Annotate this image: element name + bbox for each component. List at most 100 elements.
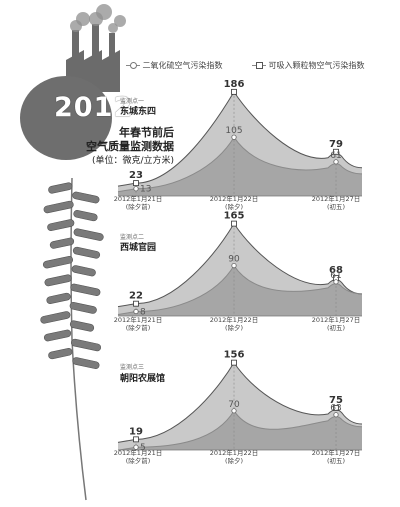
chart-panel-1: 231318610579612012年1月21日(除夕前)2012年1月22日(… (114, 79, 363, 211)
legend-line-circle-icon (126, 62, 140, 69)
pm-point (333, 405, 339, 411)
so2-point (231, 408, 237, 414)
x-tick-label: 2012年1月22日(除夕) (210, 315, 258, 332)
x-tick-label-line: 2012年1月22日 (210, 315, 258, 324)
firecracker (48, 348, 73, 360)
smoke-puff (114, 15, 126, 27)
so2-value-label: 61 (330, 271, 341, 281)
panel-3-title: 朝阳农展馆 (120, 374, 166, 384)
x-tick-label-line: (除夕前) (126, 202, 151, 211)
decoration-layer (20, 4, 126, 501)
x-tick-label: 2012年1月21日(除夕前) (114, 315, 162, 332)
title-line2: 空气质量监测数据 (86, 140, 174, 153)
pm-point (231, 220, 237, 227)
so2-value-label: 70 (228, 400, 240, 410)
firecracker (72, 246, 101, 259)
so2-value-label: 61 (330, 151, 341, 161)
title-line1: 年春节前后 (119, 126, 174, 139)
series-line-pm (117, 222, 363, 308)
legend-item-so2: 二氧化硫空气污染指数 (126, 60, 223, 71)
pm-point (133, 180, 139, 187)
panel-2-label: 监测点二 (120, 234, 145, 241)
x-tick-label-line: 2012年1月21日 (114, 194, 162, 203)
pm-value-label: 79 (329, 139, 343, 150)
x-tick-label-line: 2012年1月22日 (210, 448, 258, 457)
series-area-so2 (118, 137, 362, 196)
pm-value-label: 68 (329, 265, 343, 276)
x-tick-label: 2012年1月22日(除夕) (210, 194, 258, 211)
x-tick-label-line: 2012年1月21日 (114, 315, 162, 324)
firecracker (49, 237, 75, 249)
so2-value-label: 13 (140, 185, 151, 195)
pm-value-label: 23 (129, 170, 143, 181)
x-tick-label-line: (初五) (327, 456, 345, 465)
so2-value-label: 63 (330, 404, 341, 414)
smoke-puff (108, 23, 118, 33)
legend-item-pm: 可吸入颗粒物空气污染指数 (252, 60, 365, 71)
x-tick-label-line: 2012年1月22日 (210, 194, 258, 203)
firecracker (46, 292, 71, 304)
firecracker (47, 219, 75, 231)
pm-point (133, 300, 139, 307)
x-tick-label: 2012年1月27日(初五) (312, 315, 360, 332)
chart-legend: 二氧化硫空气污染指数 可吸入颗粒物空气污染指数 (126, 60, 396, 74)
pm-value-label: 156 (224, 350, 245, 361)
x-tick-label-line: 2012年1月27日 (312, 315, 360, 324)
title-block: 2012 年春节前后 空气质量监测数据 (单位：微克/立方米) (30, 92, 180, 172)
pm-point (333, 148, 339, 155)
so2-value-label: 8 (140, 308, 146, 318)
factory-chimney (109, 33, 115, 63)
panel-2-title: 西城官园 (120, 243, 157, 253)
x-tick-label-line: 2012年1月27日 (312, 448, 360, 457)
firecracker (69, 320, 95, 332)
x-tick-label-line: (除夕) (225, 202, 243, 211)
firecracker (72, 191, 100, 204)
series-area-so2 (118, 410, 362, 451)
panel-3-label: 监测点三 (120, 364, 145, 371)
so2-point (231, 262, 237, 269)
factory-chimney (72, 30, 79, 66)
series-line-so2 (117, 136, 363, 193)
x-tick-label-line: 2012年1月21日 (114, 448, 162, 457)
firecracker (42, 256, 74, 269)
firecracker (70, 338, 102, 352)
legend-label-pm: 可吸入颗粒物空气污染指数 (268, 61, 365, 70)
pm-point (231, 359, 237, 366)
title-badge (20, 76, 112, 160)
x-tick-label-line: (除夕) (225, 456, 243, 465)
firecracker (73, 210, 98, 222)
pm-point (133, 436, 139, 443)
pm-value-label: 22 (129, 291, 143, 302)
series-line-pm (117, 90, 363, 187)
panel-1-label: 监测点一 (120, 98, 145, 105)
series-line-so2 (117, 264, 363, 316)
so2-value-label: 90 (228, 255, 240, 265)
firecracker-string-icon (40, 177, 104, 501)
pm-value-label: 75 (329, 395, 343, 406)
x-tick-label-line: (除夕前) (126, 323, 151, 332)
x-tick-label: 2012年1月27日(初五) (312, 194, 360, 211)
firecracker (72, 357, 100, 369)
so2-point (333, 159, 339, 165)
x-tick-label-line: (除夕) (225, 323, 243, 332)
x-tick-label-line: (初五) (327, 202, 345, 211)
x-tick-label-line: (初五) (327, 323, 345, 332)
title-unit: (单位：微克/立方米) (91, 156, 174, 166)
factory-chimney (92, 24, 99, 64)
so2-point (133, 444, 139, 450)
firecracker (40, 311, 71, 324)
charts-layer: 231318610579612012年1月21日(除夕前)2012年1月22日(… (114, 79, 363, 465)
so2-value-label: 5 (140, 443, 146, 453)
pm-value-label: 165 (224, 211, 245, 222)
x-tick-label: 2012年1月21日(除夕前) (114, 448, 162, 465)
firecracker (71, 265, 96, 277)
firecracker (43, 329, 72, 342)
firecracker (43, 200, 74, 214)
x-tick-label: 2012年1月27日(初五) (312, 448, 360, 465)
so2-value-label: 105 (225, 126, 242, 136)
x-tick-label-line: 2012年1月27日 (312, 194, 360, 203)
smoke-puff (76, 12, 90, 26)
so2-point (133, 308, 139, 315)
series-area-so2 (118, 265, 362, 316)
